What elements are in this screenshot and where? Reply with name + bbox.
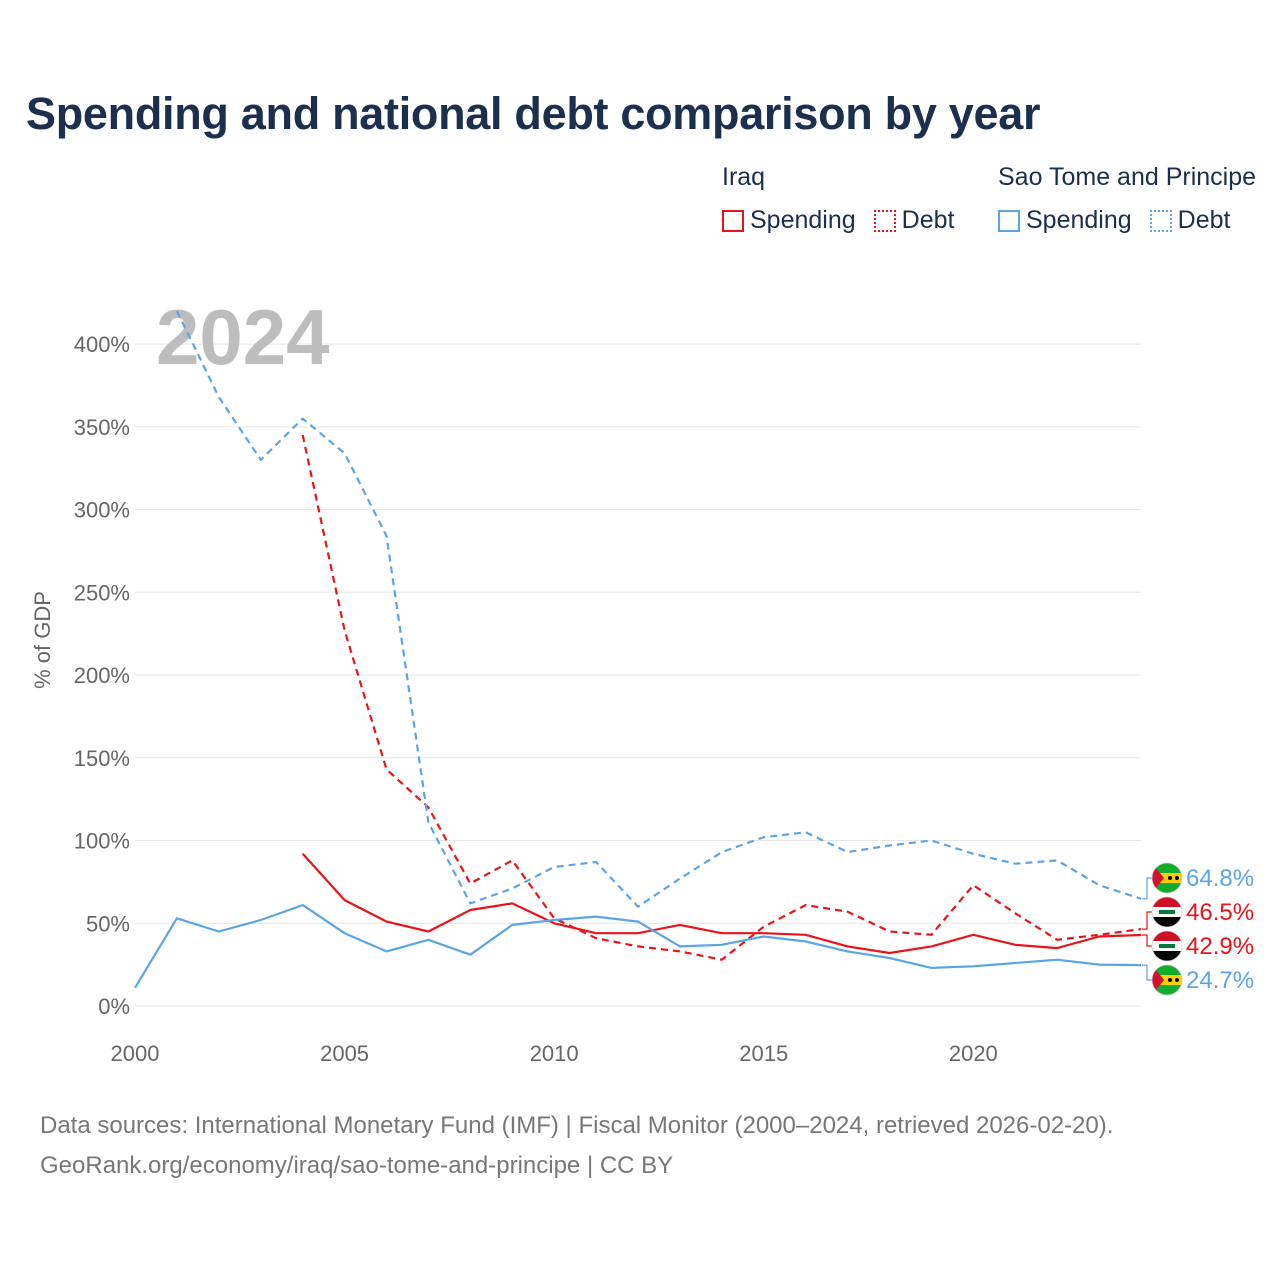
- end-value-label: 64.8%: [1186, 865, 1254, 892]
- legend-item-iraq-debt[interactable]: Debt: [873, 206, 955, 235]
- y-tick-label: 200%: [74, 663, 130, 688]
- iraq-flag: [1151, 896, 1183, 928]
- series-line-iraq-spending[interactable]: [301, 853, 1142, 955]
- x-axis-ticks: 2000 2005 2010 2015 2020: [111, 1041, 998, 1066]
- series-line-sao-tome-and-principe-spending[interactable]: [134, 903, 1142, 989]
- x-tick-label: 2010: [530, 1041, 579, 1066]
- footer-sources: Data sources: International Monetary Fun…: [40, 1112, 1114, 1139]
- legend-swatch-solid: [722, 209, 744, 232]
- footer-link[interactable]: GeoRank.org/economy/iraq/sao-tome-and-pr…: [40, 1152, 674, 1179]
- footer: Data sources: International Monetary Fun…: [40, 1106, 1113, 1186]
- end-value-label: 46.5%: [1186, 899, 1254, 926]
- end-value-label: 42.9%: [1186, 933, 1254, 960]
- legend-group-iraq: Iraq Spending Debt: [722, 163, 954, 235]
- legend-item-label: Debt: [1177, 206, 1231, 234]
- y-axis-ticks: 0% 50% 100% 150% 200% 250% 300% 350% 400%: [74, 332, 130, 1019]
- legend-item-label: Spending: [1026, 206, 1132, 234]
- end-value-label: 24.7%: [1186, 967, 1254, 994]
- leader-line: [1142, 964, 1153, 981]
- legend-swatch-solid: [998, 209, 1020, 232]
- y-axis-label: % of GDP: [30, 591, 55, 689]
- legend-swatch-dotted: [873, 209, 896, 232]
- year-watermark: 2024: [156, 293, 330, 381]
- leader-line: [1142, 934, 1153, 947]
- legend-group-sao-tome: Sao Tome and Principe Spending Debt: [998, 163, 1256, 235]
- y-tick-label: 100%: [74, 829, 130, 854]
- series-line-iraq-debt[interactable]: [301, 434, 1142, 961]
- series-lines: [134, 310, 1142, 989]
- y-tick-label: 0%: [98, 994, 130, 1019]
- x-tick-label: 2015: [739, 1041, 788, 1066]
- y-tick-label: 150%: [74, 746, 130, 771]
- legend-group-name: Iraq: [722, 163, 766, 191]
- gridlines: [135, 343, 1141, 1007]
- y-tick-label: 350%: [74, 415, 130, 440]
- end-labels: 64.8% 46.5% 42.9% 24.7%: [1142, 862, 1254, 996]
- sao-tome-and-principe-flag: [1151, 862, 1183, 894]
- leader-line: [1142, 911, 1153, 930]
- legend-item-sao-tome-debt[interactable]: Debt: [1149, 206, 1231, 235]
- y-tick-label: 400%: [74, 332, 130, 357]
- legend-item-iraq-spending[interactable]: Spending: [722, 206, 856, 235]
- legend-item-label: Debt: [901, 206, 955, 234]
- y-tick-label: 50%: [86, 911, 130, 936]
- x-tick-label: 2020: [949, 1041, 998, 1066]
- x-tick-label: 2005: [320, 1041, 369, 1066]
- legend-group-name: Sao Tome and Principe: [998, 163, 1257, 191]
- legend-item-sao-tome-spending[interactable]: Spending: [998, 206, 1132, 235]
- leader-line: [1142, 877, 1153, 900]
- legend-swatch-dotted: [1149, 209, 1172, 232]
- iraq-flag: [1151, 930, 1183, 962]
- x-tick-label: 2000: [111, 1041, 160, 1066]
- chart-title: Spending and national debt comparison by…: [26, 88, 1041, 139]
- sao-tome-and-principe-flag: [1151, 964, 1183, 996]
- y-tick-label: 300%: [74, 498, 130, 523]
- series-line-sao-tome-and-principe-debt[interactable]: [175, 310, 1142, 908]
- y-tick-label: 250%: [74, 580, 130, 605]
- legend-item-label: Spending: [750, 206, 856, 234]
